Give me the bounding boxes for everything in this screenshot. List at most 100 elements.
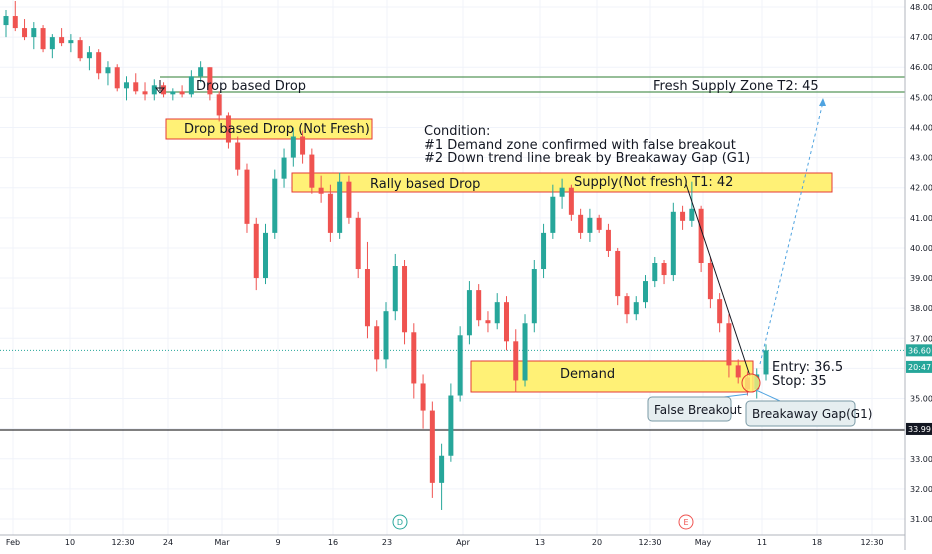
- candle-body: [448, 395, 454, 456]
- candle-body: [290, 136, 296, 158]
- candle-body: [346, 181, 352, 218]
- condition-2: #2 Down trend line break by Breakaway Ga…: [424, 151, 750, 166]
- candle-body: [559, 187, 565, 197]
- candle-body: [123, 82, 129, 89]
- candle-body: [40, 28, 46, 50]
- countdown-tag-bg: [906, 360, 932, 373]
- countdown-tag-label: 20:47: [908, 363, 931, 372]
- x-tick-label: 13: [535, 538, 545, 547]
- candle-body: [263, 232, 269, 279]
- y-tick-label: 39.00: [910, 274, 932, 283]
- last-price-tag-label: 36.60: [908, 346, 931, 355]
- price-axis[interactable]: 48.00 47.00 46.00 45.00 44.00 43.00 42.00 41.00…: [910, 3, 932, 524]
- label-rally-based-drop: Rally based Drop: [370, 177, 480, 192]
- x-tick-label: 24: [163, 538, 173, 547]
- candle-body: [494, 302, 500, 324]
- y-tick-label: 37.00: [910, 334, 932, 343]
- y-tick-label: 40.00: [910, 244, 932, 253]
- y-tick-label: 46.00: [910, 63, 932, 72]
- time-axis[interactable]: Feb 10 12:30 24 Mar 9 16 23 Apr 13 20 12:30 May 11 18 1…: [6, 538, 884, 547]
- x-tick-label: 9: [275, 538, 280, 547]
- candle-body: [253, 223, 259, 279]
- y-tick-label: 32.00: [910, 485, 932, 494]
- candle-body: [179, 91, 185, 95]
- candle-body: [652, 263, 658, 282]
- marker-d-circle[interactable]: [392, 514, 408, 530]
- candle-body: [86, 52, 92, 59]
- x-tick-label: 12:30: [860, 538, 883, 547]
- candle-body: [151, 85, 157, 95]
- candle-body: [680, 211, 686, 221]
- breakaway-gap-box: [745, 400, 856, 427]
- x-tick-label: 20: [592, 538, 602, 547]
- zone-dbd-not-fresh: [165, 118, 373, 140]
- candle-body: [587, 217, 593, 233]
- candle-body: [105, 67, 111, 74]
- candle-body: [272, 178, 278, 233]
- candle-body: [735, 365, 741, 378]
- x-tick-label: 12:30: [111, 538, 134, 547]
- y-tick-label: 35.00: [910, 395, 932, 404]
- candle-body: [605, 229, 611, 251]
- label-breakaway-gap: Breakaway Gap(G1): [752, 407, 872, 421]
- candle-body: [541, 232, 547, 270]
- candle-body: [707, 263, 713, 300]
- false-breakout-box: [647, 396, 732, 422]
- label-drop-based-drop: Drop based Drop: [196, 79, 306, 94]
- candle-body: [3, 16, 9, 26]
- candle-body: [698, 208, 704, 263]
- y-tick-label: 44.00: [910, 123, 932, 132]
- x-tick-label: 16: [328, 538, 338, 547]
- label-demand: Demand: [560, 367, 615, 382]
- projection-line: [759, 101, 824, 365]
- marker-d-label: D: [397, 518, 403, 527]
- x-tick-label: Mar: [214, 538, 230, 547]
- candle-body: [689, 208, 695, 221]
- label-false-breakout: False Breakout: [654, 403, 742, 417]
- candle-body: [12, 16, 18, 29]
- projection-arrow: [819, 98, 826, 106]
- x-tick-label: 10: [65, 538, 75, 547]
- candle-body: [59, 37, 65, 44]
- marker-e-circle[interactable]: [678, 514, 694, 530]
- x-tick-label: 11: [757, 538, 767, 547]
- x-tick-label: 18: [812, 538, 822, 547]
- candle-body: [77, 40, 83, 59]
- candle-body: [374, 326, 380, 360]
- candle-body: [337, 181, 343, 233]
- y-tick-label: 43.00: [910, 154, 932, 163]
- candle-body: [300, 136, 306, 155]
- candle-body: [466, 290, 472, 336]
- candle-body: [661, 263, 667, 276]
- candle-body: [318, 187, 324, 194]
- condition-1: #1 Demand zone confirmed with false brea…: [424, 138, 736, 153]
- candle-body: [550, 196, 556, 233]
- label-supply-not-fresh: Supply(Not fresh) T1: 42: [574, 175, 733, 190]
- y-tick-label: 33.00: [910, 455, 932, 464]
- candle-body: [281, 157, 287, 179]
- candle-body: [624, 296, 630, 315]
- small-arrow-head: [154, 87, 166, 94]
- label-dbd-not-fresh: Drop based Drop (Not Fresh): [184, 122, 370, 137]
- candle-body: [161, 85, 167, 95]
- y-tick-label: 41.00: [910, 214, 932, 223]
- candle-body: [531, 269, 537, 324]
- candle-body: [578, 214, 584, 233]
- candle-body: [392, 266, 398, 312]
- candle-body: [411, 332, 417, 384]
- candle-body: [633, 302, 639, 315]
- candle-body: [503, 302, 509, 342]
- candle-body: [114, 67, 120, 89]
- candle-body: [216, 94, 222, 116]
- x-tick-label: May: [695, 538, 712, 547]
- candle-body: [327, 193, 333, 233]
- candle-body: [198, 67, 204, 77]
- candle-body: [364, 269, 370, 327]
- candle-body: [207, 67, 213, 95]
- breakaway-gap-circle: [741, 373, 761, 393]
- x-tick-label: Feb: [6, 538, 20, 547]
- last-price-tag-bg: [906, 344, 932, 357]
- candle-body: [402, 266, 408, 333]
- candle-body: [615, 250, 621, 297]
